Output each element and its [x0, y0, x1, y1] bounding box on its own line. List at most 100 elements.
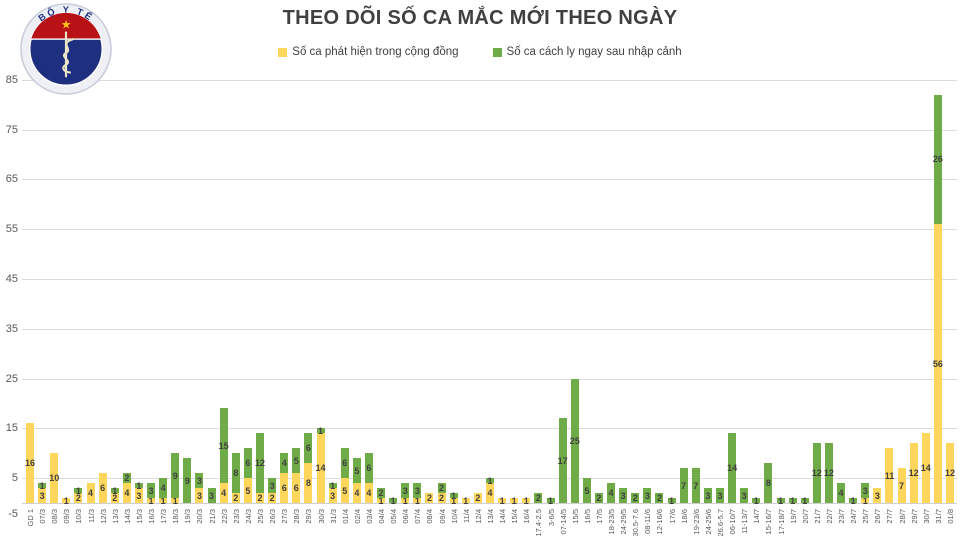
x-axis-category-label: 17-18/7 [776, 509, 786, 535]
bar-quarantine-value: 2 [632, 493, 638, 504]
bar-quarantine [449, 493, 458, 498]
bar-community-value: 3 [136, 490, 142, 501]
bar-community [38, 488, 47, 503]
bar-quarantine [110, 488, 119, 494]
bar-quarantine [147, 483, 156, 499]
bar-community [909, 443, 918, 503]
x-axis-category-label: 30/3 [316, 509, 326, 524]
bar-community-value: 4 [366, 488, 372, 499]
legend-item-community: Số ca phát hiện trong cộng đồng [278, 46, 459, 58]
x-axis-category-label: 01/8 [945, 509, 955, 524]
bar-quarantine [437, 483, 446, 494]
bar-community-value: 3 [39, 490, 45, 501]
bar-community [110, 493, 119, 503]
bar-community-value: 1 [451, 495, 457, 506]
x-axis-category-label: 25/3 [255, 509, 265, 524]
bar-quarantine [159, 478, 168, 498]
bar-quarantine-value: 7 [681, 480, 687, 491]
x-axis-category-label: 31/3 [328, 509, 338, 524]
x-axis-category-label: 22/3 [219, 509, 229, 524]
bar-quarantine [776, 498, 785, 503]
x-axis-category-label: 24-29/5 [619, 509, 629, 535]
x-axis-category-label: 19/7 [788, 509, 798, 524]
x-axis-category-label: 08-11/6 [643, 509, 653, 534]
bar-quarantine [715, 488, 724, 503]
x-axis-category-label: 20/3 [195, 509, 205, 524]
x-axis-line [22, 503, 957, 504]
bar-quarantine [607, 483, 616, 503]
bar-quarantine [740, 488, 749, 503]
bar-quarantine-value: 2 [596, 493, 602, 504]
bar-quarantine-value: 1 [753, 495, 759, 506]
gridline [22, 378, 957, 380]
bar-community [195, 488, 204, 503]
bar-community [292, 473, 301, 503]
bar-community-value: 2 [75, 493, 81, 504]
bar-community [921, 433, 930, 503]
x-axis-category-label: 26/3 [268, 509, 278, 524]
bar-quarantine-value: 6 [342, 458, 348, 469]
bar-community-value: 1 [511, 495, 517, 506]
x-axis-category-label: 30.5-7.6 [631, 509, 641, 537]
bar-community-value: 1 [463, 495, 469, 506]
y-axis-tick-label: 5 [11, 472, 18, 485]
x-axis-category-label: 23/3 [231, 509, 241, 524]
bar-quarantine-value: 5 [293, 455, 299, 466]
bar-community [364, 483, 373, 503]
bar-quarantine-value: 3 [269, 480, 275, 491]
x-axis-category-label: 14/4 [498, 509, 508, 524]
gridline [22, 278, 957, 280]
chart-title: THEO DÕI SỐ CA MẮC MỚI THEO NGÀY [282, 7, 678, 29]
bar-quarantine-value: 1 [75, 485, 81, 496]
bar-quarantine-value: 6 [366, 463, 372, 474]
x-axis-category-label: 11/3 [86, 509, 96, 524]
bar-quarantine-value: 26 [932, 154, 943, 165]
legend-swatch-community-icon [278, 47, 288, 57]
bar-community [485, 483, 494, 503]
x-axis-category-label: 17.4-2.5 [534, 509, 544, 537]
bar-quarantine [861, 483, 870, 499]
x-axis-category-label: 07/3 [38, 509, 48, 524]
x-axis-category-label: 28/7 [897, 509, 907, 524]
x-axis-category-label: 12-16/6 [655, 509, 665, 535]
bar-quarantine [389, 498, 398, 503]
bar-quarantine [546, 498, 555, 503]
legend-item-quarantine: Số ca cách ly ngay sau nhập cảnh [492, 46, 682, 58]
x-axis-category-label: 05/4 [389, 509, 399, 524]
bar-quarantine [667, 498, 676, 503]
bar-community-value: 3 [196, 490, 202, 501]
bar-community [159, 498, 168, 503]
bar-quarantine [643, 488, 652, 503]
bar-community-value: 12 [944, 468, 955, 479]
bar-quarantine [74, 488, 83, 494]
bar-community-value: 56 [932, 358, 943, 369]
bar-community [122, 483, 131, 503]
bar-quarantine-value: 9 [172, 470, 178, 481]
bar-quarantine [364, 453, 373, 484]
bar-quarantine [837, 483, 846, 503]
x-axis-category-label: 12/3 [98, 509, 108, 524]
x-axis-category-label: 15/4 [510, 509, 520, 524]
bar-community [873, 488, 882, 503]
bar-quarantine-value: 5 [354, 465, 360, 476]
bar-community [933, 224, 942, 503]
bar-quarantine [485, 478, 494, 484]
bar-quarantine-value: 4 [608, 488, 614, 499]
bar-quarantine-value: 8 [765, 478, 771, 489]
bar-quarantine-value: 1 [487, 475, 493, 486]
x-axis-category-label: 16/5 [582, 509, 592, 524]
bar-quarantine [534, 493, 543, 503]
legend-label-quarantine: Số ca cách ly ngay sau nhập cảnh [506, 46, 682, 58]
x-axis-category-label: 17/5 [594, 509, 604, 524]
x-axis-category-label: 25/7 [861, 509, 871, 524]
bar-community-value: 8 [305, 478, 311, 489]
bar-community [885, 448, 894, 503]
y-axis-tick-label: 75 [5, 123, 18, 136]
bar-quarantine [570, 378, 579, 503]
x-axis-category-label: 26/7 [873, 509, 883, 524]
bar-community-value: 4 [487, 488, 493, 499]
bar-community [522, 498, 531, 503]
x-axis-category-label: 15/3 [134, 509, 144, 524]
x-axis-category-label: 13/4 [485, 509, 495, 524]
bar-quarantine-value: 3 [644, 490, 650, 501]
